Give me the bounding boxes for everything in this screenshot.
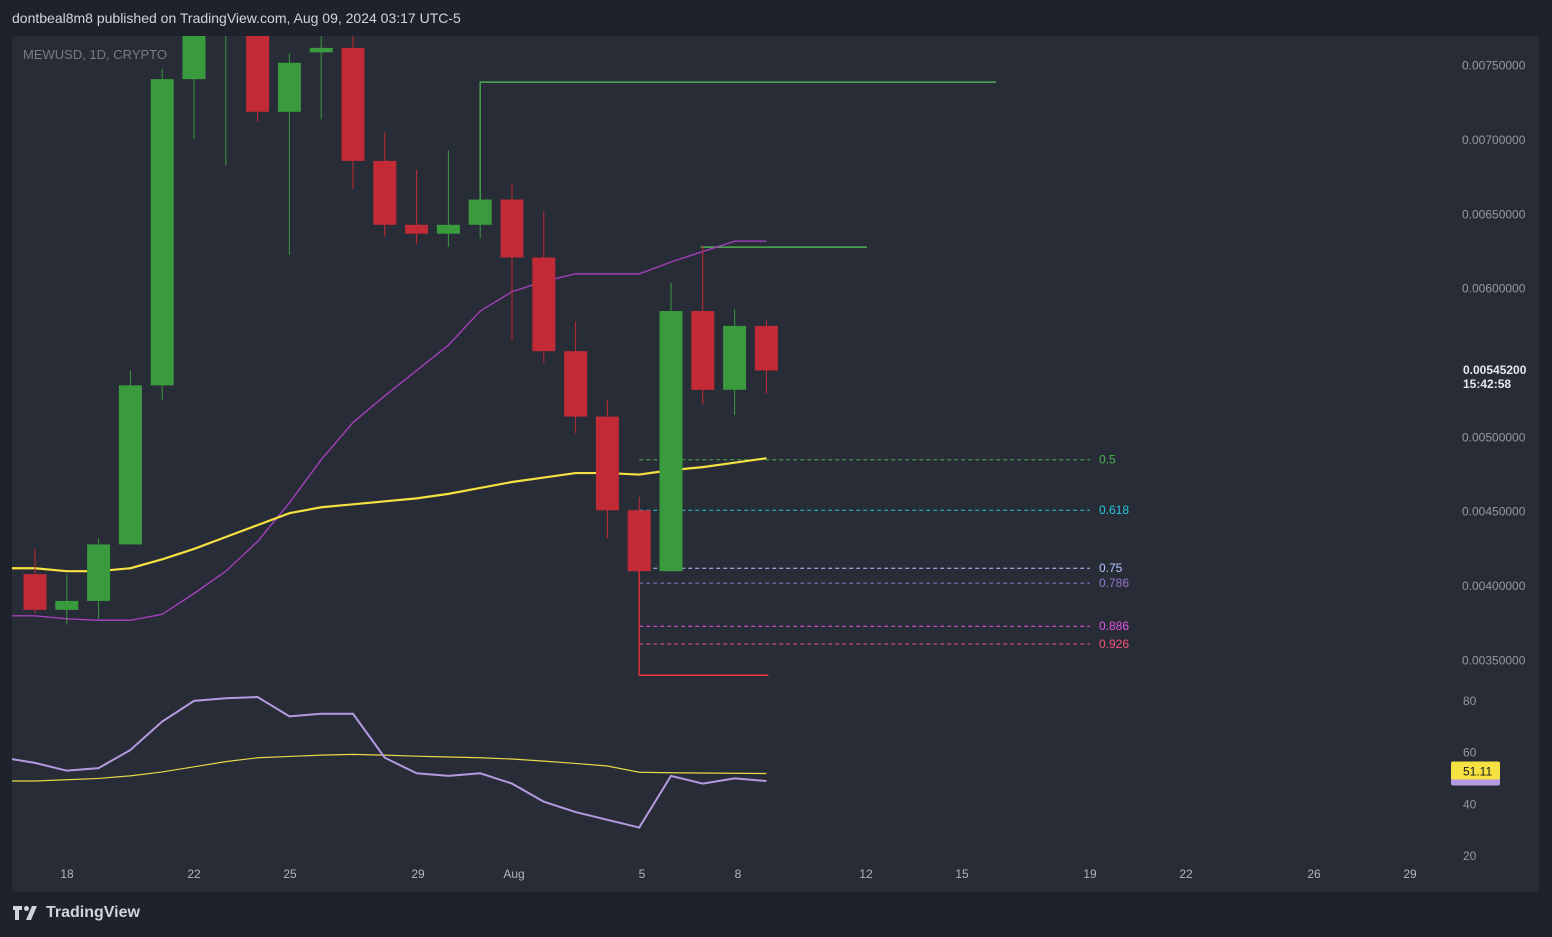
candle-body xyxy=(754,325,778,371)
price-axis-label: 0.00450000 xyxy=(1462,505,1526,519)
candle-body xyxy=(341,47,365,161)
publication-header: dontbeal8m8 published on TradingView.com… xyxy=(12,10,461,26)
candle-body xyxy=(500,199,524,258)
fib-level-label: 0.618 xyxy=(1099,503,1129,517)
rsi-axis-label: 80 xyxy=(1463,694,1477,708)
time-axis-label: 12 xyxy=(859,867,873,881)
price-axis-label: 0.00400000 xyxy=(1462,579,1526,593)
tradingview-logo-icon xyxy=(13,906,37,920)
price-axis-label: 0.00750000 xyxy=(1462,59,1526,73)
time-axis-label: 29 xyxy=(1403,867,1417,881)
candle[interactable] xyxy=(691,245,715,405)
price-axis-label: 0.00500000 xyxy=(1462,430,1526,444)
candle-body xyxy=(532,257,556,352)
candle-body xyxy=(246,36,270,112)
fib-high-line xyxy=(479,81,996,200)
candle-body xyxy=(468,199,492,225)
ma-slow-line xyxy=(12,457,767,573)
last-price-label: 0.00545200 xyxy=(1463,363,1527,377)
candle[interactable] xyxy=(118,370,142,545)
candle[interactable] xyxy=(373,132,397,237)
candle-body xyxy=(309,47,333,53)
time-axis-label: 15 xyxy=(955,867,969,881)
rsi-value-label: 51.11 xyxy=(1463,765,1492,779)
rsi-axis-label: 20 xyxy=(1463,849,1477,863)
fib-level-label: 0.75 xyxy=(1099,561,1123,575)
candle-body xyxy=(55,600,79,610)
rsi-ma-line xyxy=(12,753,767,782)
candle[interactable] xyxy=(214,29,237,166)
rsi-line xyxy=(12,695,767,829)
candle-body xyxy=(182,36,206,80)
fib-level-label: 0.5 xyxy=(1099,453,1116,467)
candle-body xyxy=(691,311,715,390)
time-axis-label: 22 xyxy=(1179,867,1193,881)
candle-body xyxy=(627,510,651,572)
time-axis-label: 22 xyxy=(187,867,201,881)
tradingview-brand: TradingView xyxy=(46,904,140,921)
candle[interactable] xyxy=(246,29,270,123)
candle-body xyxy=(405,224,429,234)
candle-body xyxy=(595,416,619,511)
time-axis-label: Aug xyxy=(503,867,524,881)
candle-body xyxy=(87,544,111,601)
candle[interactable] xyxy=(436,150,460,248)
rsi-value-tag xyxy=(1451,761,1500,780)
candle[interactable] xyxy=(659,282,683,572)
candle[interactable] xyxy=(754,319,778,395)
last-price-tag xyxy=(1452,360,1534,391)
time-axis-label: 8 xyxy=(735,867,742,881)
candle[interactable] xyxy=(277,53,301,255)
candle[interactable] xyxy=(595,400,619,539)
time-axis-label: 25 xyxy=(283,867,297,881)
candle[interactable] xyxy=(627,496,651,676)
candle[interactable] xyxy=(87,538,111,619)
candle-body xyxy=(214,29,237,31)
fib-level-label: 0.786 xyxy=(1099,576,1129,590)
time-axis-label: 26 xyxy=(1307,867,1321,881)
rsi-axis-label: 60 xyxy=(1463,746,1477,760)
candle[interactable] xyxy=(341,36,365,190)
candle[interactable] xyxy=(150,68,174,401)
candle-body xyxy=(150,79,174,386)
price-axis-label: 0.00350000 xyxy=(1462,653,1526,667)
candle-body xyxy=(436,224,460,234)
candle[interactable] xyxy=(564,321,588,433)
time-axis-label: 19 xyxy=(1083,867,1097,881)
time-axis-label: 29 xyxy=(411,867,425,881)
candle[interactable] xyxy=(405,169,429,245)
tradingview-footer[interactable]: TradingView xyxy=(12,904,140,922)
candle[interactable] xyxy=(500,183,524,341)
rsi-axis-label: 40 xyxy=(1463,797,1477,811)
candle[interactable] xyxy=(55,574,79,625)
fib-level-label: 0.886 xyxy=(1099,619,1129,633)
countdown-label: 15:42:58 xyxy=(1463,377,1511,391)
ma-fast-line xyxy=(12,240,767,621)
candle-body xyxy=(23,574,47,610)
candle-body xyxy=(118,385,142,545)
candle-body xyxy=(277,62,301,112)
candle[interactable] xyxy=(23,548,47,613)
candle-body xyxy=(659,311,683,572)
fib-level-label: 0.926 xyxy=(1099,637,1129,651)
fib-low-line xyxy=(638,571,769,677)
plot-group xyxy=(12,29,1090,829)
candle[interactable] xyxy=(309,36,333,120)
price-axis-label: 0.00600000 xyxy=(1462,282,1526,296)
time-axis-label: 5 xyxy=(639,867,646,881)
time-axis-label: 18 xyxy=(60,867,74,881)
candle[interactable] xyxy=(532,211,556,364)
candle-body xyxy=(723,325,747,390)
price-axis-label: 0.00700000 xyxy=(1462,133,1526,147)
price-axis-label: 0.00650000 xyxy=(1462,207,1526,221)
candle-body xyxy=(564,351,588,417)
candle[interactable] xyxy=(468,82,492,239)
candle-body xyxy=(373,160,397,225)
symbol-label: MEWUSD, 1D, CRYPTO xyxy=(23,47,167,62)
candle[interactable] xyxy=(182,29,206,139)
candle[interactable] xyxy=(723,309,747,416)
chart-area[interactable] xyxy=(12,36,1539,892)
